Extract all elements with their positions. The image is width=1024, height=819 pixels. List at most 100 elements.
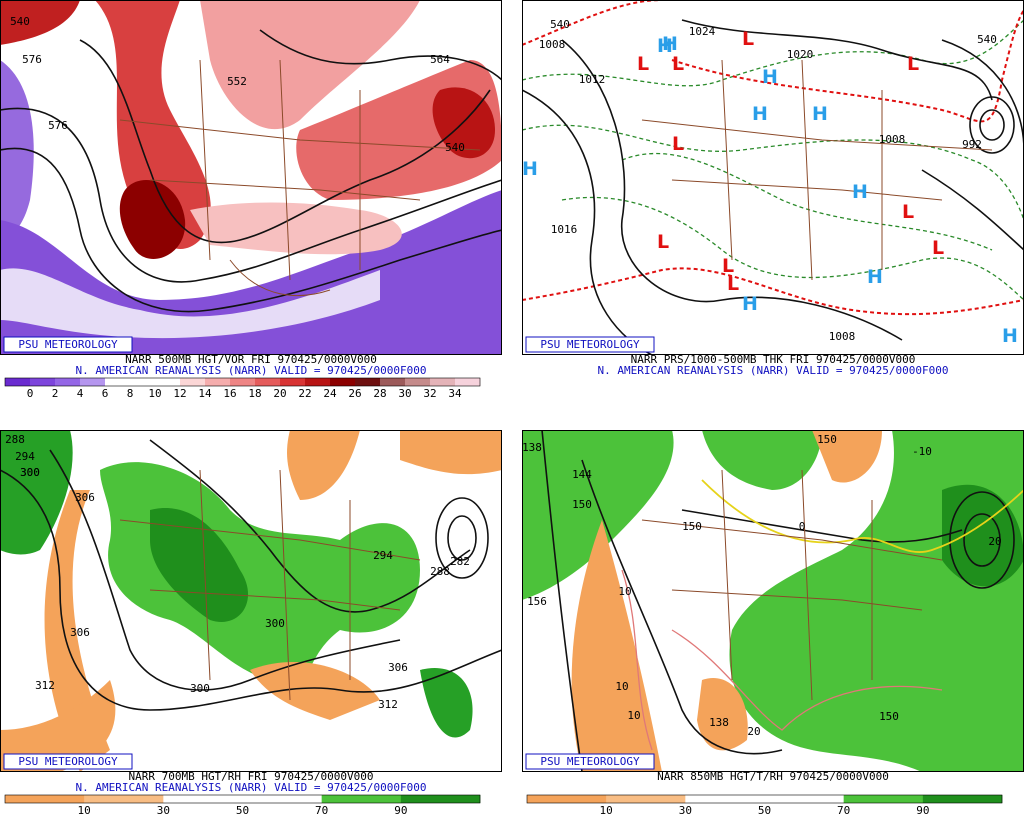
contour-label: 10 — [618, 585, 631, 598]
colorbar-segment — [5, 378, 31, 386]
colorbar-segment — [163, 795, 243, 803]
high-marker: H — [752, 103, 768, 125]
high-marker: H — [812, 103, 828, 125]
colorbar-label: 12 — [173, 387, 186, 400]
map-subtitle: N. AMERICAN REANALYSIS (NARR) VALID = 97… — [598, 364, 949, 377]
colorbar-label: 32 — [423, 387, 436, 400]
contour-label: 138 — [522, 441, 542, 454]
contour-label: 150 — [572, 498, 592, 511]
colorbar-label: 6 — [102, 387, 109, 400]
low-marker: L — [742, 28, 754, 50]
contour-label: 540 — [977, 33, 997, 46]
contour-label: 992 — [962, 138, 982, 151]
high-marker: H — [1002, 325, 1018, 347]
low-marker: L — [907, 53, 919, 75]
contour-label: 540 — [445, 141, 465, 154]
contour-label: 576 — [48, 119, 68, 132]
contour-label: 1016 — [551, 223, 578, 236]
map-pressure — [522, 0, 1024, 355]
contour-label: 306 — [388, 661, 408, 674]
colorbar-segment — [527, 795, 607, 803]
credit-box — [525, 336, 655, 353]
contour-label: 1024 — [689, 25, 716, 38]
contour-label: 294 — [15, 450, 35, 463]
map-title: NARR 500MB HGT/VOR FRI 970425/0000V000 — [125, 353, 377, 366]
colorbar-segment — [405, 378, 431, 386]
map-title: NARR 850MB HGT/T/RH 970425/0000V000 — [657, 770, 889, 783]
low-marker: L — [672, 133, 684, 155]
contour-label: 1020 — [787, 48, 814, 61]
map-700mb — [0, 430, 502, 772]
contour-label: 0 — [799, 520, 806, 533]
credit: PSU METEOROLOGY — [18, 755, 118, 768]
colorbar-label: 90 — [394, 804, 407, 817]
colorbar-segment — [305, 378, 331, 386]
credit: PSU METEOROLOGY — [18, 338, 118, 351]
colorbar-segment — [400, 795, 481, 803]
high-marker: H — [762, 66, 778, 88]
colorbar-label: 50 — [758, 804, 771, 817]
colorbar-segment — [105, 378, 131, 386]
contour-label: 10 — [615, 680, 628, 693]
low-marker: L — [727, 273, 739, 295]
high-marker: H — [662, 33, 678, 55]
colorbar-frame — [526, 794, 1003, 804]
colorbar-label: 90 — [916, 804, 929, 817]
contour-label: 306 — [70, 626, 90, 639]
colorbar-segment — [321, 795, 402, 803]
contour-label: 20 — [747, 725, 760, 738]
colorbar-segment — [355, 378, 381, 386]
colorbar-segment — [155, 378, 181, 386]
credit-box — [3, 753, 133, 770]
credit-box — [525, 753, 655, 770]
colorbar-segment — [205, 378, 231, 386]
contour-label: 576 — [22, 53, 42, 66]
contour-label: 1012 — [579, 73, 606, 86]
contour-label: 20 — [988, 535, 1001, 548]
colorbar-label: 20 — [273, 387, 286, 400]
contour-label: 540 — [10, 15, 30, 28]
map-title: NARR PRS/1000-500MB THK FRI 970425/0000V… — [631, 353, 916, 366]
map-subtitle: N. AMERICAN REANALYSIS (NARR) VALID = 97… — [76, 364, 427, 377]
contour-label: 288 — [5, 433, 25, 446]
colorbar-segment — [455, 378, 481, 386]
colorbar-label: 30 — [679, 804, 692, 817]
colorbar-label: 70 — [837, 804, 850, 817]
low-marker: L — [672, 53, 684, 75]
contour-label: 306 — [75, 491, 95, 504]
map-subtitle: N. AMERICAN REANALYSIS (NARR) VALID = 97… — [76, 781, 427, 794]
contour-label: 1008 — [829, 330, 856, 343]
colorbar-segment — [255, 378, 281, 386]
colorbar-segment — [685, 795, 765, 803]
colorbar-segment — [180, 378, 206, 386]
colorbar-label: 22 — [298, 387, 311, 400]
colorbar-label: 18 — [248, 387, 261, 400]
colorbar-label: 70 — [315, 804, 328, 817]
contour-label: 312 — [35, 679, 55, 692]
contour-label: 564 — [430, 53, 450, 66]
colorbar-frame — [4, 377, 481, 387]
contour-label: 144 — [572, 468, 592, 481]
contour-label: 150 — [817, 433, 837, 446]
colorbar-label: 0 — [27, 387, 34, 400]
colorbar-segment — [84, 795, 164, 803]
panel: 150 144 138 150 150 150 138 156 -10 10 10 10 20 0 20 PS… — [522, 433, 1003, 817]
colorbar-segment — [55, 378, 81, 386]
map-title: NARR 700MB HGT/RH FRI 970425/0000V000 — [128, 770, 373, 783]
contour-label: 1008 — [879, 133, 906, 146]
credit-box — [3, 336, 133, 353]
contour-label: 150 — [682, 520, 702, 533]
contour-label: 300 — [190, 682, 210, 695]
contour-label: -10 — [912, 445, 932, 458]
colorbar-label: 26 — [348, 387, 361, 400]
high-marker: H — [852, 181, 868, 203]
map-500mb — [0, 0, 502, 355]
colorbar-label: 4 — [77, 387, 84, 400]
contour-label: 300 — [265, 617, 285, 630]
colorbar-segment — [430, 378, 456, 386]
credit: PSU METEOROLOGY — [540, 338, 640, 351]
contour-label: 138 — [709, 716, 729, 729]
colorbar-label: 10 — [600, 804, 613, 817]
colorbar-segment — [280, 378, 306, 386]
